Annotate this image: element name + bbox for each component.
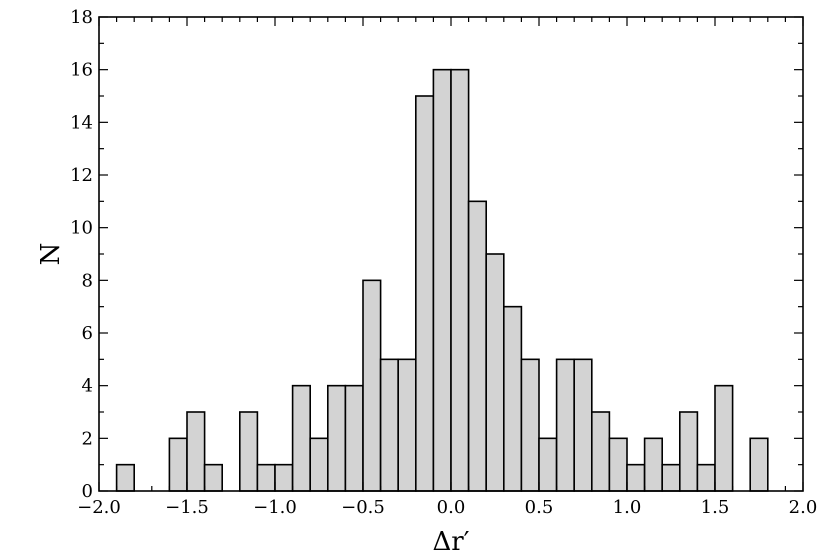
- histogram-bar: [344, 384, 364, 492]
- histogram-bar: [168, 437, 188, 492]
- y-tick-label: 12: [70, 165, 93, 186]
- histogram-bar: [626, 463, 646, 492]
- histogram-bar: [696, 463, 716, 492]
- histogram-bar: [379, 358, 400, 492]
- histogram-bar: [256, 463, 276, 492]
- y-axis-label: N: [36, 243, 66, 266]
- y-tick-label: 0: [82, 481, 93, 502]
- x-axis-label: Δr′: [432, 527, 469, 557]
- plot-frame: [98, 16, 804, 492]
- y-tick-label: 18: [70, 7, 93, 28]
- x-tick-label: −0.5: [341, 497, 385, 518]
- y-tick-label: 14: [70, 112, 93, 133]
- histogram-bar: [291, 384, 312, 492]
- histogram-bar: [643, 437, 663, 492]
- histogram-bar: [326, 384, 347, 492]
- histogram-bar: [239, 411, 259, 492]
- histogram-bar: [538, 437, 558, 492]
- y-tick-label: 16: [70, 60, 93, 81]
- x-tick-label: 2.0: [789, 497, 818, 518]
- histogram-bar: [714, 384, 734, 492]
- histogram-bar: [590, 411, 611, 492]
- x-tick-label: 1.0: [613, 497, 642, 518]
- x-tick-label: −1.5: [165, 497, 209, 518]
- x-tick-labels: −2.0 −1.5 −1.0 −0.5 0.0 0.5 1.0 1.5 2.0: [77, 497, 817, 518]
- histogram-bar: [432, 68, 452, 492]
- x-tick-label: 0.5: [525, 497, 554, 518]
- histogram-bar: [203, 463, 224, 492]
- histogram-bar: [661, 463, 681, 492]
- x-tick-label: −1.0: [253, 497, 297, 518]
- x-tick-label: 0.0: [437, 497, 466, 518]
- histogram-bar: [573, 358, 593, 492]
- histogram-bar: [608, 437, 628, 492]
- histogram-bar: [678, 411, 699, 492]
- histogram-bar: [362, 279, 382, 492]
- y-tick-label: 4: [82, 376, 93, 397]
- histogram-bar: [520, 358, 540, 492]
- histogram-bar: [414, 95, 435, 492]
- histogram-bar: [274, 463, 294, 492]
- y-tick-label: 10: [70, 218, 93, 239]
- histogram-bar: [309, 437, 329, 492]
- histogram-bars: [115, 68, 769, 492]
- histogram-bar: [555, 358, 575, 492]
- histogram-bar: [115, 463, 135, 492]
- histogram-bar: [467, 200, 488, 492]
- y-tick-label: 2: [82, 428, 93, 449]
- y-tick-label: 6: [82, 323, 93, 344]
- histogram-bar: [485, 253, 505, 492]
- histogram-bar: [397, 358, 417, 492]
- histogram-bar: [749, 437, 769, 492]
- x-tick-label: 1.5: [701, 497, 730, 518]
- y-tick-label: 8: [82, 270, 93, 291]
- x-tick-label: −2.0: [77, 497, 121, 518]
- histogram-bar: [450, 68, 470, 492]
- y-tick-labels: 0 2 4 6 8 10 12 14 16 18: [70, 7, 93, 502]
- histogram-bar: [186, 411, 206, 492]
- histogram-bar: [502, 305, 523, 492]
